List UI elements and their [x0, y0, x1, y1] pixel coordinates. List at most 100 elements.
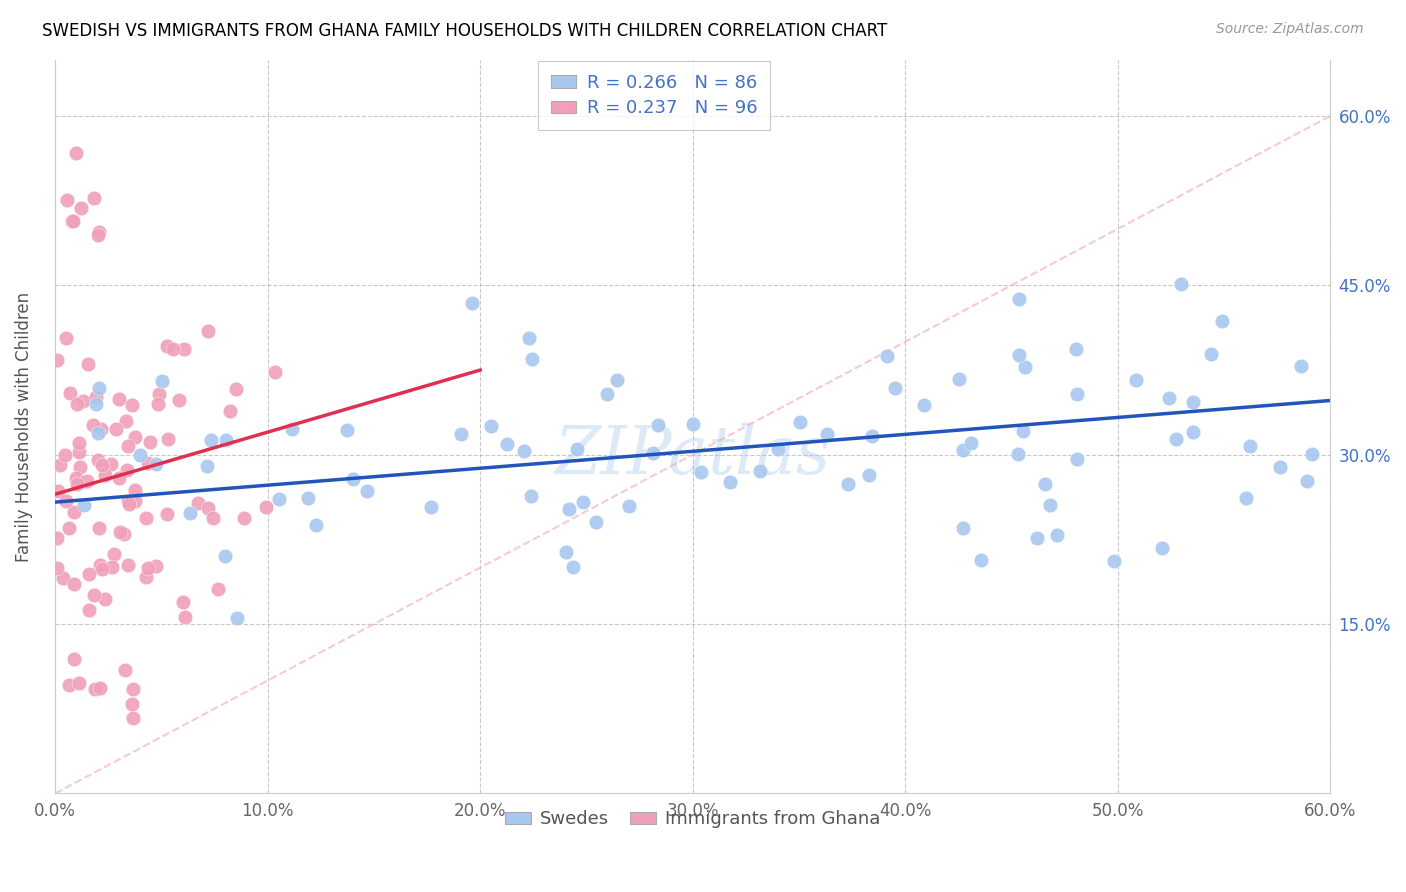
Point — [1301, 447, 1323, 461]
Point — [837, 477, 859, 491]
Point — [876, 349, 898, 363]
Point — [89, 558, 111, 572]
Point — [67, 444, 90, 458]
Point — [67, 676, 90, 690]
Point — [789, 415, 811, 429]
Legend: Swedes, Immigrants from Ghana: Swedes, Immigrants from Ghana — [498, 803, 887, 836]
Point — [103, 548, 125, 562]
Point — [214, 434, 236, 448]
Point — [66, 397, 89, 411]
Point — [69, 201, 91, 215]
Point — [174, 610, 197, 624]
Point — [89, 422, 111, 436]
Point — [117, 439, 139, 453]
Point — [1066, 342, 1088, 356]
Point — [1033, 476, 1056, 491]
Point — [860, 429, 883, 443]
Point — [65, 477, 87, 491]
Point — [83, 191, 105, 205]
Point — [65, 471, 87, 485]
Point — [970, 553, 993, 567]
Point — [93, 467, 115, 482]
Point — [124, 429, 146, 443]
Point — [682, 417, 704, 431]
Point — [55, 494, 77, 508]
Point — [86, 453, 108, 467]
Point — [960, 436, 983, 450]
Point — [167, 392, 190, 407]
Point — [1046, 528, 1069, 542]
Point — [233, 511, 256, 525]
Point — [87, 426, 110, 441]
Point — [135, 569, 157, 583]
Point — [1125, 373, 1147, 387]
Point — [1234, 491, 1257, 506]
Point — [77, 357, 100, 371]
Point — [267, 491, 290, 506]
Point — [138, 434, 160, 449]
Point — [187, 496, 209, 510]
Point — [117, 497, 139, 511]
Point — [1181, 395, 1204, 409]
Text: Source: ZipAtlas.com: Source: ZipAtlas.com — [1216, 22, 1364, 37]
Point — [1039, 498, 1062, 512]
Point — [647, 418, 669, 433]
Point — [280, 422, 302, 436]
Point — [110, 524, 132, 539]
Point — [912, 399, 935, 413]
Point — [179, 507, 201, 521]
Point — [1008, 293, 1031, 307]
Point — [82, 418, 104, 433]
Point — [522, 352, 544, 367]
Point — [108, 471, 131, 485]
Point — [83, 682, 105, 697]
Point — [1289, 359, 1312, 374]
Point — [883, 381, 905, 395]
Point — [749, 464, 772, 478]
Point — [121, 398, 143, 412]
Point — [219, 403, 242, 417]
Point — [52, 571, 75, 585]
Point — [596, 387, 619, 401]
Point — [1066, 451, 1088, 466]
Point — [173, 342, 195, 356]
Text: SWEDISH VS IMMIGRANTS FROM GHANA FAMILY HOUSEHOLDS WITH CHILDREN CORRELATION CHA: SWEDISH VS IMMIGRANTS FROM GHANA FAMILY … — [42, 22, 887, 40]
Point — [479, 418, 502, 433]
Point — [86, 227, 108, 242]
Point — [1008, 347, 1031, 361]
Point — [124, 483, 146, 498]
Point — [107, 392, 129, 407]
Point — [1066, 387, 1088, 401]
Point — [46, 483, 69, 498]
Point — [83, 588, 105, 602]
Point — [1170, 277, 1192, 292]
Point — [84, 397, 107, 411]
Point — [952, 521, 974, 535]
Point — [561, 559, 583, 574]
Point — [136, 561, 159, 575]
Point — [1239, 439, 1261, 453]
Point — [58, 521, 80, 535]
Point — [225, 611, 247, 625]
Point — [1026, 531, 1049, 545]
Point — [77, 567, 100, 582]
Point — [197, 500, 219, 515]
Point — [157, 432, 180, 446]
Point — [148, 386, 170, 401]
Point — [565, 442, 588, 456]
Point — [450, 427, 472, 442]
Point — [67, 435, 90, 450]
Point — [1150, 541, 1173, 556]
Point — [1211, 313, 1233, 327]
Point — [145, 559, 167, 574]
Point — [87, 225, 110, 239]
Point — [342, 472, 364, 486]
Point — [90, 458, 112, 472]
Point — [156, 507, 179, 521]
Point — [952, 442, 974, 457]
Point — [1014, 360, 1036, 375]
Point — [89, 381, 111, 395]
Point — [62, 577, 84, 591]
Point — [200, 433, 222, 447]
Point — [58, 678, 80, 692]
